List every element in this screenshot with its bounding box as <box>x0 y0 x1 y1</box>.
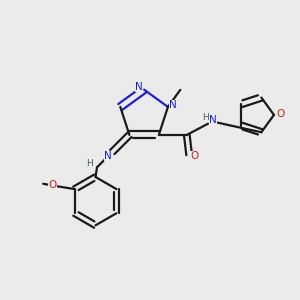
Text: O: O <box>190 152 199 161</box>
Text: N: N <box>209 115 217 125</box>
Text: O: O <box>276 109 285 119</box>
Text: O: O <box>48 180 57 190</box>
Text: N: N <box>104 151 112 160</box>
Text: N: N <box>135 82 143 92</box>
Text: N: N <box>169 100 177 110</box>
Text: H: H <box>87 159 93 168</box>
Text: H: H <box>202 113 209 122</box>
